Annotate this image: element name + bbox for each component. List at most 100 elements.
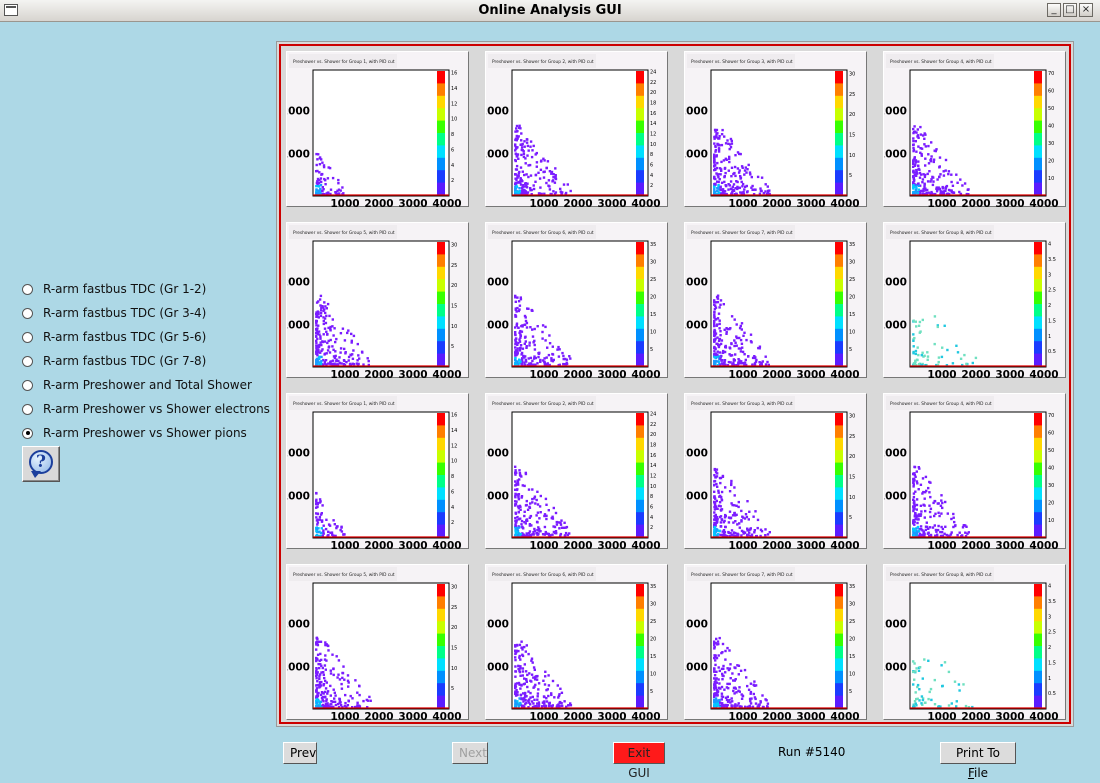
histogram-pad[interactable]: Preshower vs. Shower for Group 2, with P… bbox=[485, 51, 668, 208]
y-tick-label: 1000 bbox=[685, 148, 708, 160]
data-point bbox=[525, 701, 528, 704]
radio-button[interactable] bbox=[22, 379, 33, 391]
histogram-pad[interactable]: Preshower vs. Shower for Group 1, with P… bbox=[286, 51, 469, 208]
histogram-pad[interactable]: Preshower vs. Shower for Group 4, with P… bbox=[883, 393, 1066, 550]
data-point bbox=[330, 531, 334, 534]
histogram-pad[interactable]: Preshower vs. Shower for Group 2, with P… bbox=[485, 393, 668, 550]
data-point bbox=[541, 533, 545, 536]
data-point bbox=[736, 523, 739, 526]
histogram-pad[interactable]: Preshower vs. Shower for Group 7, with P… bbox=[684, 222, 867, 379]
color-scale-segment bbox=[437, 658, 445, 672]
next-button[interactable]: Next bbox=[452, 742, 488, 764]
exit-gui-button[interactable]: Exit GUI bbox=[613, 742, 665, 780]
data-point bbox=[525, 499, 528, 503]
color-scale-segment bbox=[437, 254, 445, 268]
data-point bbox=[520, 640, 523, 643]
option-fastbus-tdc-gr1-2[interactable]: R-arm fastbus TDC (Gr 1-2) bbox=[22, 277, 282, 301]
data-point bbox=[514, 692, 517, 696]
data-point bbox=[527, 701, 531, 704]
option-preshower-vs-shower-pions[interactable]: R-arm Preshower vs Shower pions bbox=[22, 421, 282, 445]
data-point bbox=[919, 525, 923, 528]
option-preshower-vs-shower-electrons[interactable]: R-arm Preshower vs Shower electrons bbox=[22, 397, 282, 421]
data-point bbox=[749, 692, 752, 695]
data-point bbox=[531, 661, 534, 664]
data-point bbox=[517, 681, 521, 685]
data-point bbox=[912, 139, 915, 143]
data-point bbox=[720, 181, 724, 184]
radio-button[interactable] bbox=[22, 403, 33, 415]
close-icon[interactable]: × bbox=[1079, 3, 1093, 17]
data-point bbox=[730, 192, 733, 195]
data-point bbox=[914, 171, 917, 174]
data-point bbox=[764, 183, 767, 186]
data-point bbox=[713, 670, 716, 673]
data-point bbox=[514, 188, 517, 191]
window-menu-icon[interactable] bbox=[4, 4, 18, 16]
plot-canvas[interactable]: Preshower vs. Shower for Group 1, with P… bbox=[279, 44, 1071, 724]
option-fastbus-tdc-gr3-4[interactable]: R-arm fastbus TDC (Gr 3-4) bbox=[22, 301, 282, 325]
histogram-pad[interactable]: Preshower vs. Shower for Group 7, with P… bbox=[684, 564, 867, 721]
radio-button[interactable] bbox=[22, 355, 33, 367]
histogram-pad[interactable]: Preshower vs. Shower for Group 1, with P… bbox=[286, 393, 469, 550]
data-point bbox=[941, 192, 945, 195]
data-point bbox=[944, 525, 947, 528]
z-tick-label: 15 bbox=[849, 654, 855, 660]
data-point bbox=[732, 183, 736, 186]
data-point bbox=[369, 699, 372, 702]
data-point bbox=[530, 524, 533, 527]
radio-button[interactable] bbox=[22, 283, 33, 295]
data-point bbox=[713, 334, 716, 337]
radio-button-selected[interactable] bbox=[22, 427, 33, 439]
histogram-pad[interactable]: Preshower vs. Shower for Group 3, with P… bbox=[684, 51, 867, 208]
color-scale-segment bbox=[636, 683, 644, 697]
data-point bbox=[916, 525, 920, 529]
maximize-icon[interactable]: □ bbox=[1063, 3, 1077, 17]
data-point bbox=[759, 534, 762, 538]
data-point bbox=[339, 332, 343, 335]
data-point bbox=[528, 344, 531, 347]
data-point bbox=[322, 358, 325, 362]
histogram-pad[interactable]: Preshower vs. Shower for Group 6, with P… bbox=[485, 564, 668, 721]
data-point bbox=[714, 301, 718, 304]
data-point bbox=[520, 191, 523, 194]
x-tick-label: 2000 bbox=[961, 369, 990, 379]
histogram-pad[interactable]: Preshower vs. Shower for Group 5, with P… bbox=[286, 222, 469, 379]
color-scale-segment bbox=[636, 95, 644, 109]
y-tick-label: 2000 bbox=[685, 106, 708, 118]
radio-button[interactable] bbox=[22, 307, 33, 319]
data-point bbox=[315, 671, 318, 674]
color-scale-segment bbox=[437, 266, 445, 280]
data-point bbox=[319, 361, 323, 364]
histogram-pad[interactable]: Preshower vs. Shower for Group 4, with P… bbox=[883, 51, 1066, 208]
option-fastbus-tdc-gr7-8[interactable]: R-arm fastbus TDC (Gr 7-8) bbox=[22, 349, 282, 373]
data-point bbox=[329, 329, 332, 332]
prev-button[interactable]: Prev bbox=[283, 742, 317, 764]
histogram-pad[interactable]: Preshower vs. Shower for Group 6, with P… bbox=[485, 222, 668, 379]
data-point bbox=[514, 524, 517, 527]
data-point bbox=[923, 532, 926, 535]
option-fastbus-tdc-gr5-6[interactable]: R-arm fastbus TDC (Gr 5-6) bbox=[22, 325, 282, 349]
option-preshower-total-shower[interactable]: R-arm Preshower and Total Shower bbox=[22, 373, 282, 397]
data-point bbox=[765, 192, 768, 196]
histogram-pad[interactable]: Preshower vs. Shower for Group 5, with P… bbox=[286, 564, 469, 721]
color-scale-segment bbox=[835, 437, 843, 451]
print-to-file-button[interactable]: Print To File bbox=[940, 742, 1016, 780]
help-button[interactable]: ? bbox=[22, 446, 60, 482]
data-point bbox=[932, 160, 935, 164]
data-point bbox=[952, 516, 955, 519]
data-point bbox=[912, 162, 915, 165]
data-point bbox=[912, 184, 915, 187]
minimize-icon[interactable]: _ bbox=[1047, 3, 1061, 17]
data-point bbox=[324, 311, 327, 315]
data-point bbox=[315, 516, 318, 519]
histogram-pad[interactable]: Preshower vs. Shower for Group 8, with P… bbox=[883, 222, 1066, 379]
data-point bbox=[716, 336, 719, 339]
data-point bbox=[315, 320, 318, 323]
histogram-pad[interactable]: Preshower vs. Shower for Group 3, with P… bbox=[684, 393, 867, 550]
data-point bbox=[728, 534, 732, 538]
data-point bbox=[318, 498, 322, 501]
histogram-pad[interactable]: Preshower vs. Shower for Group 8, with P… bbox=[883, 564, 1066, 721]
radio-button[interactable] bbox=[22, 331, 33, 343]
data-point bbox=[752, 515, 755, 518]
data-point bbox=[332, 673, 335, 677]
